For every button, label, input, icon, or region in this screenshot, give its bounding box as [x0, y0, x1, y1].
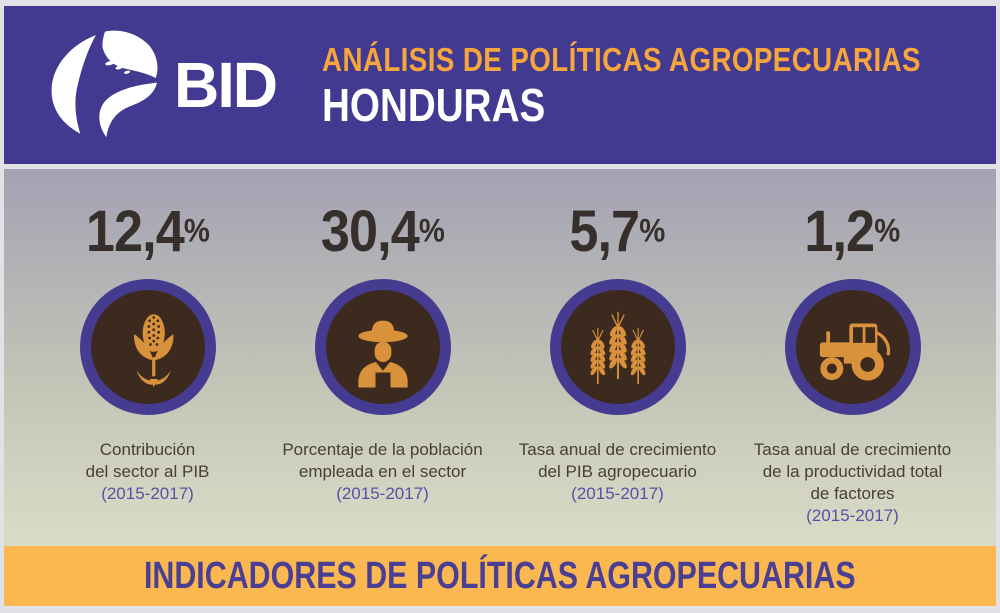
wheat-icon [588, 311, 647, 385]
stat-card-agri-gdp-growth: 5,7% [500, 203, 735, 527]
stat-number: 12,4 [85, 199, 184, 264]
caption-line: del sector al PIB [85, 462, 210, 482]
farmer-icon [357, 320, 408, 388]
tractor-icon [819, 323, 890, 381]
stat-card-pib-contribution: 12,4% [30, 203, 265, 527]
caption-line: Contribución [99, 440, 196, 459]
stat-unit: % [874, 212, 901, 249]
stats-row: 12,4% [4, 169, 996, 527]
page-subtitle-country: HONDURAS [322, 78, 546, 131]
bid-logo: BID [40, 27, 278, 143]
stat-caption: Tasa anual de crecimiento de la producti… [754, 439, 952, 527]
caption-line: Porcentaje de la población [282, 440, 483, 459]
stat-unit: % [639, 212, 666, 249]
stat-value: 1,2% [805, 203, 901, 261]
stat-icon-circle [784, 279, 921, 415]
stat-period: (2015-2017) [806, 506, 899, 526]
stat-number: 1,2 [804, 199, 876, 264]
stat-caption: Porcentaje de la población empleada en e… [282, 439, 482, 505]
stat-number: 30,4 [320, 199, 419, 264]
stat-card-employment: 30,4% Porcentaje de la p [265, 203, 500, 527]
caption-line: empleada en el sector [298, 462, 467, 482]
caption-line: de factores [810, 484, 895, 504]
stat-card-productivity-growth: 1,2% [735, 203, 970, 527]
caption-line: de la productividad total [762, 462, 943, 482]
stat-value: 30,4% [320, 203, 444, 261]
stat-icon-circle [549, 279, 686, 415]
stat-period: (2015-2017) [336, 484, 429, 504]
page-title: ANÁLISIS DE POLÍTICAS AGROPECUARIAS [322, 40, 922, 78]
banner-title: INDICADORES DE POLÍTICAS AGROPECUARIAS [144, 554, 856, 597]
header-titles: ANÁLISIS DE POLÍTICAS AGROPECUARIAS HOND… [322, 41, 1000, 129]
bid-logo-text: BID [174, 49, 278, 121]
stats-section: 12,4% [4, 169, 996, 546]
stat-icon-circle [79, 279, 216, 415]
header-bar: BID ANÁLISIS DE POLÍTICAS AGROPECUARIAS … [4, 6, 996, 164]
stat-number: 5,7 [569, 199, 641, 264]
caption-line: del PIB agropecuario [538, 462, 697, 482]
stat-caption: Tasa anual de crecimiento del PIB agrope… [519, 439, 717, 505]
stat-period: (2015-2017) [101, 484, 194, 504]
stat-icon-circle [314, 279, 451, 415]
stat-value: 5,7% [570, 203, 666, 261]
caption-line: Tasa anual de crecimiento [753, 440, 952, 459]
stat-period: (2015-2017) [571, 484, 664, 504]
caption-line: Tasa anual de crecimiento [518, 440, 717, 459]
stat-value: 12,4% [85, 203, 209, 261]
idb-globe-icon [51, 30, 158, 138]
stat-caption: Contribución del sector al PIB (2015-201… [86, 439, 210, 505]
stat-unit: % [418, 212, 445, 249]
corn-icon [133, 314, 173, 388]
stat-unit: % [183, 212, 210, 249]
section-banner: INDICADORES DE POLÍTICAS AGROPECUARIAS [4, 546, 996, 606]
